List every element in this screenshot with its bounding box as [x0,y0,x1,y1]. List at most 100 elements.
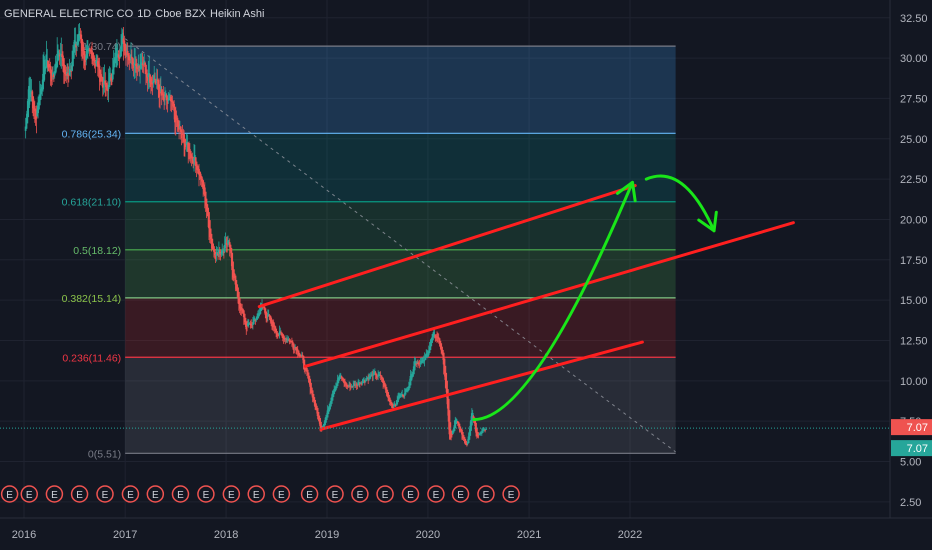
fib-level-label: 0.618(21.10) [62,197,122,209]
x-tick-label: 2017 [113,529,137,541]
candle-body [259,307,262,314]
channel-lines [257,184,795,431]
earnings-marker [247,485,265,503]
candle-body [51,75,54,77]
x-tick-label: 2021 [517,529,541,541]
candle-body [409,375,412,386]
earnings-marker-label: E [6,490,13,501]
earnings-marker [121,485,140,503]
candle-body [53,71,56,76]
earnings-marker-label: E [102,490,109,501]
earnings-marker-label: E [457,490,464,501]
earnings-marker [502,485,520,503]
current-price-tag [891,440,932,457]
earnings-marker [146,485,165,503]
earnings-marker-label: E [203,490,210,501]
candle-body [81,44,84,50]
candle-body [440,343,443,351]
fib-zone [125,249,676,298]
earnings-marker [272,485,291,503]
chart-style-label[interactable]: Heikin Ashi [210,8,265,20]
earnings-marker-label: E [508,490,515,501]
y-tick-label: 10.00 [900,376,928,388]
earnings-marker [351,485,369,503]
current-price-tag [891,419,932,436]
candle-body [397,396,399,403]
candle-body [184,144,187,146]
earnings-marker [197,485,215,503]
earnings-marker-label: E [177,490,184,501]
earnings-marker-label: E [332,490,339,501]
candle-body [220,252,223,254]
channel-line [319,340,644,431]
interval-label[interactable]: 1D [137,8,152,20]
fib-level-label: 0.382(15.14) [62,293,122,305]
candle-body [157,80,160,89]
candle-body [252,318,255,325]
candle-body [124,43,127,51]
earnings-marker [427,485,445,503]
candle-body [479,433,482,435]
candle-body [395,403,398,405]
earnings-marker [326,485,344,503]
earnings-marker-label: E [253,490,260,501]
y-axis: 2.505.007.5010.0012.5015.0017.5020.0022.… [889,0,932,550]
candle-body [198,168,200,175]
candle-body [91,52,94,61]
candle-body [414,361,417,366]
earnings-marker [20,485,39,503]
candle-body [327,408,330,414]
channel-line [303,221,795,368]
candle-body [324,420,326,426]
y-tick-label: 30.00 [900,53,928,65]
candle-body [119,54,122,58]
candle-body [102,81,105,83]
candle-body [427,354,429,356]
fib-zone [125,133,676,202]
current-price-tag-label: 7.07 [907,422,928,434]
candle-body [415,363,418,365]
earnings-marker-label: E [127,490,134,501]
candle-body [149,74,151,83]
earnings-marker [451,485,470,503]
candle-body [173,103,176,111]
fib-zone [125,357,676,454]
candle-body [130,54,132,60]
earnings-marker [376,485,394,503]
candle-body [177,120,180,127]
candle-body [164,96,166,98]
candle-body [131,57,134,66]
y-tick-label: 25.00 [900,134,928,146]
candle-body [347,385,350,387]
candle-body [360,383,363,385]
y-tick-label: 2.50 [900,497,921,509]
candle-body [351,386,354,388]
candle-body [136,66,139,69]
arrow-head [697,210,718,233]
earnings-marker [171,485,190,503]
candle-body [193,158,195,161]
candle-body [374,372,377,375]
earnings-marker [45,485,64,503]
candle-body [104,81,107,85]
y-tick-label: 22.50 [900,174,928,186]
candle-body [189,150,192,159]
fib-zone [125,297,676,358]
candle-body [316,407,319,417]
x-axis: 2016 2017 2018 2019 2020 2021 2022 [0,517,932,550]
candle-body [29,90,32,94]
chart-legend-header: GENERAL ELECTRIC CO 1D Cboe BZX Heikin Ashi [4,8,268,20]
symbol-name[interactable]: GENERAL ELECTRIC CO [4,8,134,20]
earnings-marker [300,485,319,503]
candle-body [372,374,375,376]
y-axis-background [890,0,932,550]
candle-body [112,60,115,75]
candle-body [422,360,425,362]
y-tick-label: 15.00 [900,295,928,307]
candle-body [151,82,154,85]
earnings-marker-label: E [152,490,159,501]
candle-body [485,428,487,430]
